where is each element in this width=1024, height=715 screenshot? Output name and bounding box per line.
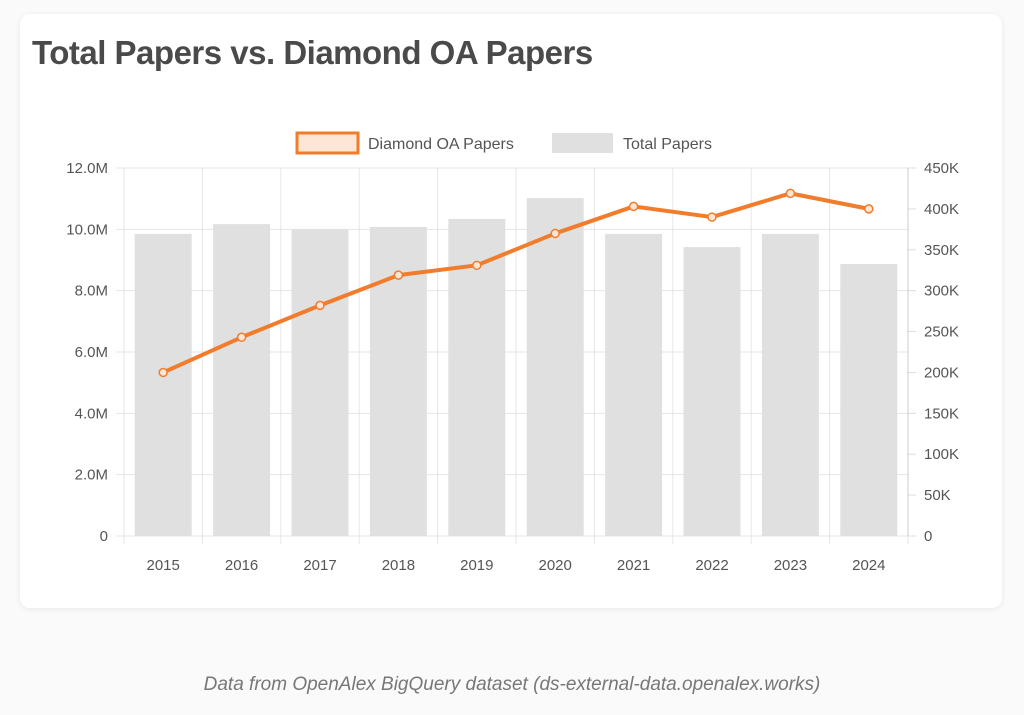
x-tick-label: 2022: [695, 557, 728, 574]
bar-2023: [761, 233, 819, 536]
right-tick-label: 200K: [924, 364, 959, 381]
right-tick-label: 300K: [924, 283, 959, 300]
x-tick-label: 2019: [460, 557, 493, 574]
x-tick-label: 2016: [225, 557, 258, 574]
point-2021: [628, 201, 639, 212]
bar-2024: [840, 263, 898, 536]
legend-label-diamond-oa: Diamond OA Papers: [368, 136, 514, 153]
point-2022: [707, 212, 717, 222]
point-2023: [785, 188, 796, 199]
left-tick-label: 4.0M: [75, 405, 108, 422]
x-tick-label: 2017: [303, 557, 336, 574]
bar-2015: [134, 233, 192, 536]
right-tick-label: 450K: [924, 160, 959, 177]
point-2016: [236, 332, 247, 343]
bar-2022: [683, 247, 741, 536]
right-tick-label: 50K: [924, 487, 951, 504]
right-tick-label: 100K: [924, 446, 959, 463]
point-2024: [864, 204, 874, 214]
point-2019: [472, 260, 482, 271]
legend-swatch-total: [552, 133, 613, 153]
x-tick-label: 2020: [539, 557, 572, 574]
left-tick-label: 6.0M: [75, 344, 108, 361]
left-tick-label: 2.0M: [75, 467, 108, 484]
left-tick-label: 10.0M: [66, 221, 108, 238]
bar-2016: [213, 224, 271, 536]
point-2015: [158, 367, 168, 378]
x-tick-label: 2018: [382, 557, 415, 574]
chart-title: Total Papers vs. Diamond OA Papers: [32, 34, 593, 71]
bar-2020: [526, 198, 584, 536]
bar-2019: [448, 218, 506, 536]
right-tick-label: 350K: [924, 242, 959, 259]
right-tick-label: 250K: [924, 324, 959, 341]
x-tick-label: 2024: [852, 557, 885, 574]
footer-note: Data from OpenAlex BigQuery dataset (ds-…: [203, 674, 821, 695]
legend-label-total: Total Papers: [623, 136, 712, 153]
point-2020: [550, 228, 560, 239]
left-tick-label: 0: [100, 528, 108, 545]
x-tick-label: 2015: [147, 557, 180, 574]
right-tick-label: 0: [924, 528, 932, 545]
x-tick-label: 2023: [774, 557, 807, 574]
left-tick-label: 8.0M: [75, 283, 108, 300]
point-2018: [393, 270, 404, 280]
diamond-oa-line: [162, 191, 870, 375]
point-2017: [315, 300, 325, 311]
left-tick-label: 12.0M: [66, 160, 108, 177]
legend-swatch-diamond-oa: [295, 131, 360, 155]
right-tick-label: 400K: [924, 201, 959, 218]
bar-2017: [291, 229, 349, 537]
right-tick-label: 150K: [924, 405, 959, 422]
x-tick-label: 2021: [617, 557, 650, 574]
bar-2021: [605, 233, 663, 536]
